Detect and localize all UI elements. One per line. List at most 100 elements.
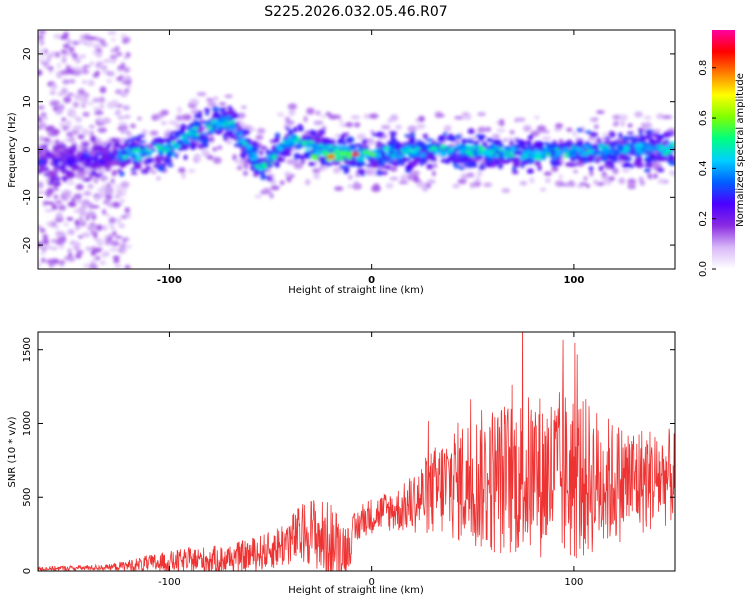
spectrogram-blob	[190, 130, 197, 134]
spectrogram-blob	[422, 133, 429, 139]
spectrogram-blob	[286, 176, 292, 183]
figure-title: S225.2026.032.05.46.R07	[264, 4, 447, 20]
spectrogram-blob	[84, 151, 89, 158]
spectrogram-blob	[259, 150, 264, 156]
spectrogram-blob	[196, 129, 203, 133]
spectrogram-blob	[102, 163, 109, 168]
spectrogram-blob	[655, 145, 661, 150]
spectrogram-blob	[74, 241, 81, 248]
spectrogram-blob	[68, 47, 75, 52]
spectrogram-blob	[617, 150, 624, 154]
spectrogram-blob	[455, 134, 462, 140]
spectrogram-blob	[419, 154, 426, 157]
spectrogram-blob	[393, 150, 399, 155]
spectrogram-blob	[430, 146, 438, 149]
spectrogram-blob	[277, 157, 286, 162]
spectrogram-blob	[38, 262, 42, 267]
spectrogram-blob	[269, 192, 274, 199]
spectrogram-blob	[488, 154, 495, 158]
spectrogram-blob	[526, 168, 534, 174]
spectrogram-blob	[448, 136, 455, 142]
spectrogram-blob	[342, 167, 350, 172]
spectrogram-blob	[110, 178, 115, 183]
spectrogram-blob	[404, 134, 410, 138]
spectrogram-blob	[117, 67, 123, 72]
spectrogram-blob	[305, 147, 311, 151]
spectrogram-blob	[579, 182, 588, 186]
spectrogram-blob	[425, 138, 434, 142]
spectrogram-blob	[113, 137, 121, 143]
spectrogram-blob	[643, 115, 652, 120]
spectrogram-blob	[115, 52, 123, 57]
spectrogram-blob	[595, 110, 605, 114]
spectrogram-blob	[371, 132, 377, 137]
spectrogram-blob	[65, 124, 71, 131]
snr-x-tick-label: 0	[368, 577, 374, 588]
spectrogram-blob	[342, 146, 347, 151]
spectrogram-blob	[81, 232, 91, 238]
spectrogram-blob	[627, 123, 633, 128]
spectrogram-blob	[321, 145, 326, 149]
spectrogram-blob	[40, 153, 48, 160]
spectrogram-blob	[46, 221, 52, 227]
spectrogram-blob	[87, 224, 96, 232]
spectrogram-blob	[357, 148, 364, 152]
spectrogram-blob	[648, 149, 655, 154]
spectrogram-blob	[114, 264, 122, 268]
spectrogram-blob	[91, 157, 98, 161]
spectrogram-blob	[58, 143, 67, 148]
spectrogram-blob	[244, 138, 250, 143]
spectrogram-blob	[354, 156, 360, 161]
spectrogram-blob	[638, 176, 644, 183]
spectrogram-blob	[54, 139, 60, 146]
spectrogram-blob	[171, 146, 176, 151]
spectrogram-blob	[296, 135, 301, 141]
spectrogram-blob	[110, 48, 116, 54]
spectrogram-blob	[385, 152, 390, 157]
spectrogram-blob	[479, 163, 486, 167]
spectrogram-blob	[137, 116, 142, 121]
spectrogram-blob	[122, 105, 131, 111]
spectrogram-blob	[121, 40, 129, 44]
spectrogram-blob	[59, 151, 64, 155]
spectrogram-x-label: Height of straight line (km)	[288, 285, 424, 296]
spectrogram-blob	[114, 195, 121, 199]
spectrogram-blob	[38, 159, 45, 164]
spectrogram-blob	[254, 194, 263, 199]
spectrogram-blob	[371, 159, 378, 163]
spectrogram-blob	[207, 128, 215, 134]
spectrogram-blob	[572, 146, 578, 150]
spectrogram-blob	[51, 128, 61, 135]
spectrogram-blob	[102, 208, 107, 215]
spectrogram-blob	[96, 163, 103, 170]
spectrogram-blob	[78, 217, 84, 221]
spectrogram-blob	[346, 151, 353, 155]
spectrogram-blob	[317, 133, 323, 138]
spectrogram-blob	[471, 151, 476, 154]
spectrogram-blob	[539, 125, 545, 130]
snr-y-label: SNR (10 * v/v)	[7, 416, 18, 487]
spectrogram-blob	[577, 160, 585, 164]
spectrogram-blob	[102, 251, 110, 257]
spectrogram-blob	[92, 72, 100, 78]
spectrogram-blob	[551, 155, 559, 160]
spectrogram-blob	[38, 149, 43, 156]
colorbar-ticks: 0.0 0.2 0.4 0.6 0.8	[698, 60, 716, 277]
spectrogram-blob	[61, 117, 67, 122]
spectrogram-blob	[633, 160, 638, 167]
spectrogram-blob	[608, 130, 614, 137]
spectrogram-blob	[106, 71, 111, 75]
spectrogram-blob	[60, 49, 68, 54]
spectrogram-blob	[237, 112, 246, 119]
spectrogram-blob	[134, 155, 143, 162]
spectrogram-blob	[90, 135, 97, 143]
spectrogram-blob	[62, 222, 70, 227]
spectrogram-blob	[174, 122, 181, 130]
spectrogram-blob	[657, 158, 662, 163]
spectrogram-blob	[413, 152, 420, 158]
spectrogram-blob	[583, 153, 589, 157]
spectrogram-blob	[153, 163, 160, 169]
spectrogram-blob	[229, 125, 236, 129]
spectrogram-blob	[370, 130, 375, 134]
spectrogram-blob	[55, 212, 63, 219]
